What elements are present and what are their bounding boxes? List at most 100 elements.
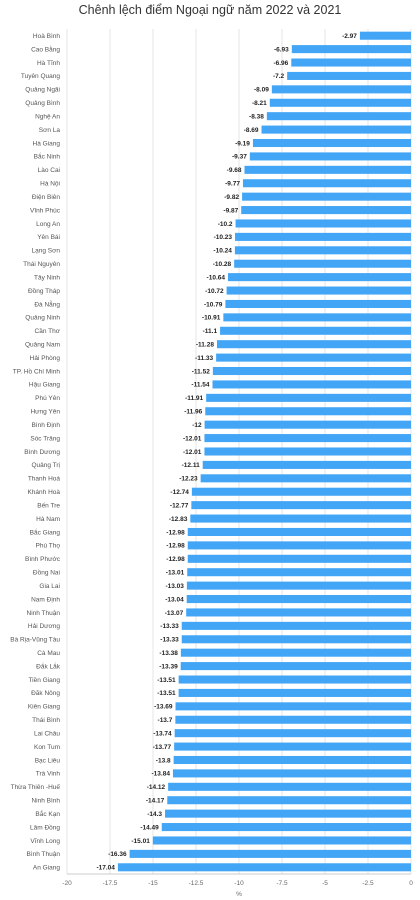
category-label: Bắc Kạn xyxy=(35,809,60,818)
bar xyxy=(167,796,411,805)
value-label: -12.01 xyxy=(183,449,202,456)
value-label: -11.54 xyxy=(191,382,209,389)
bar xyxy=(168,782,411,791)
value-label: -13.51 xyxy=(157,690,176,697)
category-label: Khánh Hoà xyxy=(27,489,60,496)
value-label: -13.33 xyxy=(160,637,179,644)
bar xyxy=(220,326,411,335)
value-label: -16.36 xyxy=(108,851,127,858)
value-label: -11.52 xyxy=(192,368,210,375)
value-label: -9.82 xyxy=(224,194,239,201)
value-label: -13.03 xyxy=(165,583,184,590)
category-label: Trà Vinh xyxy=(36,771,61,778)
bar xyxy=(287,71,411,80)
category-label: Bà Rịa-Vũng Tàu xyxy=(10,637,60,644)
value-label: -13.04 xyxy=(165,596,184,603)
bar xyxy=(191,501,411,510)
category-label: Gia Lai xyxy=(39,583,60,590)
category-label: Tây Ninh xyxy=(34,274,60,281)
value-label: -10.28 xyxy=(213,261,232,268)
category-label: Hưng Yên xyxy=(30,409,60,416)
value-label: -9.68 xyxy=(227,167,242,174)
bar xyxy=(187,541,411,550)
bar xyxy=(249,152,411,161)
category-label: Bạc Liêu xyxy=(35,757,61,764)
category-label: Đồng Nai xyxy=(33,568,60,577)
value-label: -13.38 xyxy=(159,650,178,657)
value-label: -14.49 xyxy=(140,824,159,831)
bar xyxy=(291,45,411,54)
bar xyxy=(204,420,411,429)
value-label: -12.77 xyxy=(170,502,189,509)
category-label: Quảng Trị xyxy=(31,462,60,469)
category-label: Hậu Giang xyxy=(29,382,60,389)
x-tick-label: -2.5 xyxy=(362,880,374,887)
value-label: -13.69 xyxy=(154,704,173,711)
value-label: -7.2 xyxy=(273,73,285,80)
category-label: Nghệ An xyxy=(35,113,60,120)
bar xyxy=(175,715,411,724)
category-label: Lạng Sơn xyxy=(32,248,61,255)
value-label: -9.87 xyxy=(223,207,238,214)
category-label: Cần Thơ xyxy=(35,326,61,335)
bar xyxy=(261,125,411,134)
category-label: Nam Định xyxy=(31,596,60,603)
value-label: -17.04 xyxy=(96,865,115,872)
bar xyxy=(242,192,411,201)
bar xyxy=(216,340,411,349)
bar xyxy=(291,58,411,67)
category-label: Hà Giang xyxy=(33,140,61,147)
value-label: -11.28 xyxy=(196,341,214,348)
bar xyxy=(172,769,411,778)
value-label: -8.09 xyxy=(254,87,269,94)
bar xyxy=(205,407,411,416)
value-label: -2.97 xyxy=(342,33,357,40)
value-label: -10.72 xyxy=(205,288,224,295)
value-label: -13.74 xyxy=(153,730,172,737)
category-label: Hoà Bình xyxy=(33,33,60,40)
bar xyxy=(175,702,411,711)
bar xyxy=(242,179,411,188)
category-label: Thái Bình xyxy=(32,717,60,724)
value-label: -12.01 xyxy=(183,435,202,442)
bar xyxy=(117,863,412,872)
value-label: -9.19 xyxy=(235,140,250,147)
bar xyxy=(173,755,411,765)
value-label: -13.8 xyxy=(156,757,171,764)
category-label: Sơn La xyxy=(39,127,61,134)
value-label: -11.33 xyxy=(195,355,213,362)
x-tick-label: 0 xyxy=(409,880,413,887)
bar xyxy=(225,299,411,308)
value-label: -13.07 xyxy=(165,610,184,617)
category-label: Phú Thọ xyxy=(36,543,61,550)
x-tick-label: -15 xyxy=(148,880,158,887)
category-label: Bình Thuận xyxy=(27,851,61,858)
value-label: -11.96 xyxy=(184,409,202,416)
bar-layer xyxy=(117,31,412,872)
bar xyxy=(266,112,411,121)
category-label: An Giang xyxy=(33,865,60,872)
bar xyxy=(181,621,411,630)
value-label: -13.84 xyxy=(152,771,171,778)
value-label: -12.98 xyxy=(166,529,185,536)
bar xyxy=(186,608,411,617)
bar xyxy=(227,273,411,282)
bar xyxy=(202,460,411,469)
bar xyxy=(174,742,411,751)
category-label: Vĩnh Phúc xyxy=(30,207,61,214)
category-label: Kiên Giang xyxy=(28,704,61,711)
category-label: Thái Nguyên xyxy=(23,261,60,268)
value-label: -10.64 xyxy=(207,274,226,281)
value-label: -14.17 xyxy=(146,798,165,805)
value-label: -8.69 xyxy=(244,127,259,134)
category-label: Lào Cai xyxy=(38,167,60,174)
value-label: -13.33 xyxy=(160,623,179,630)
bar xyxy=(235,219,411,228)
bar xyxy=(152,836,411,845)
category-label: Hà Tĩnh xyxy=(37,60,60,67)
category-label: Cao Bằng xyxy=(31,44,60,53)
bar xyxy=(190,514,411,523)
x-tick-label: -10 xyxy=(234,880,244,887)
